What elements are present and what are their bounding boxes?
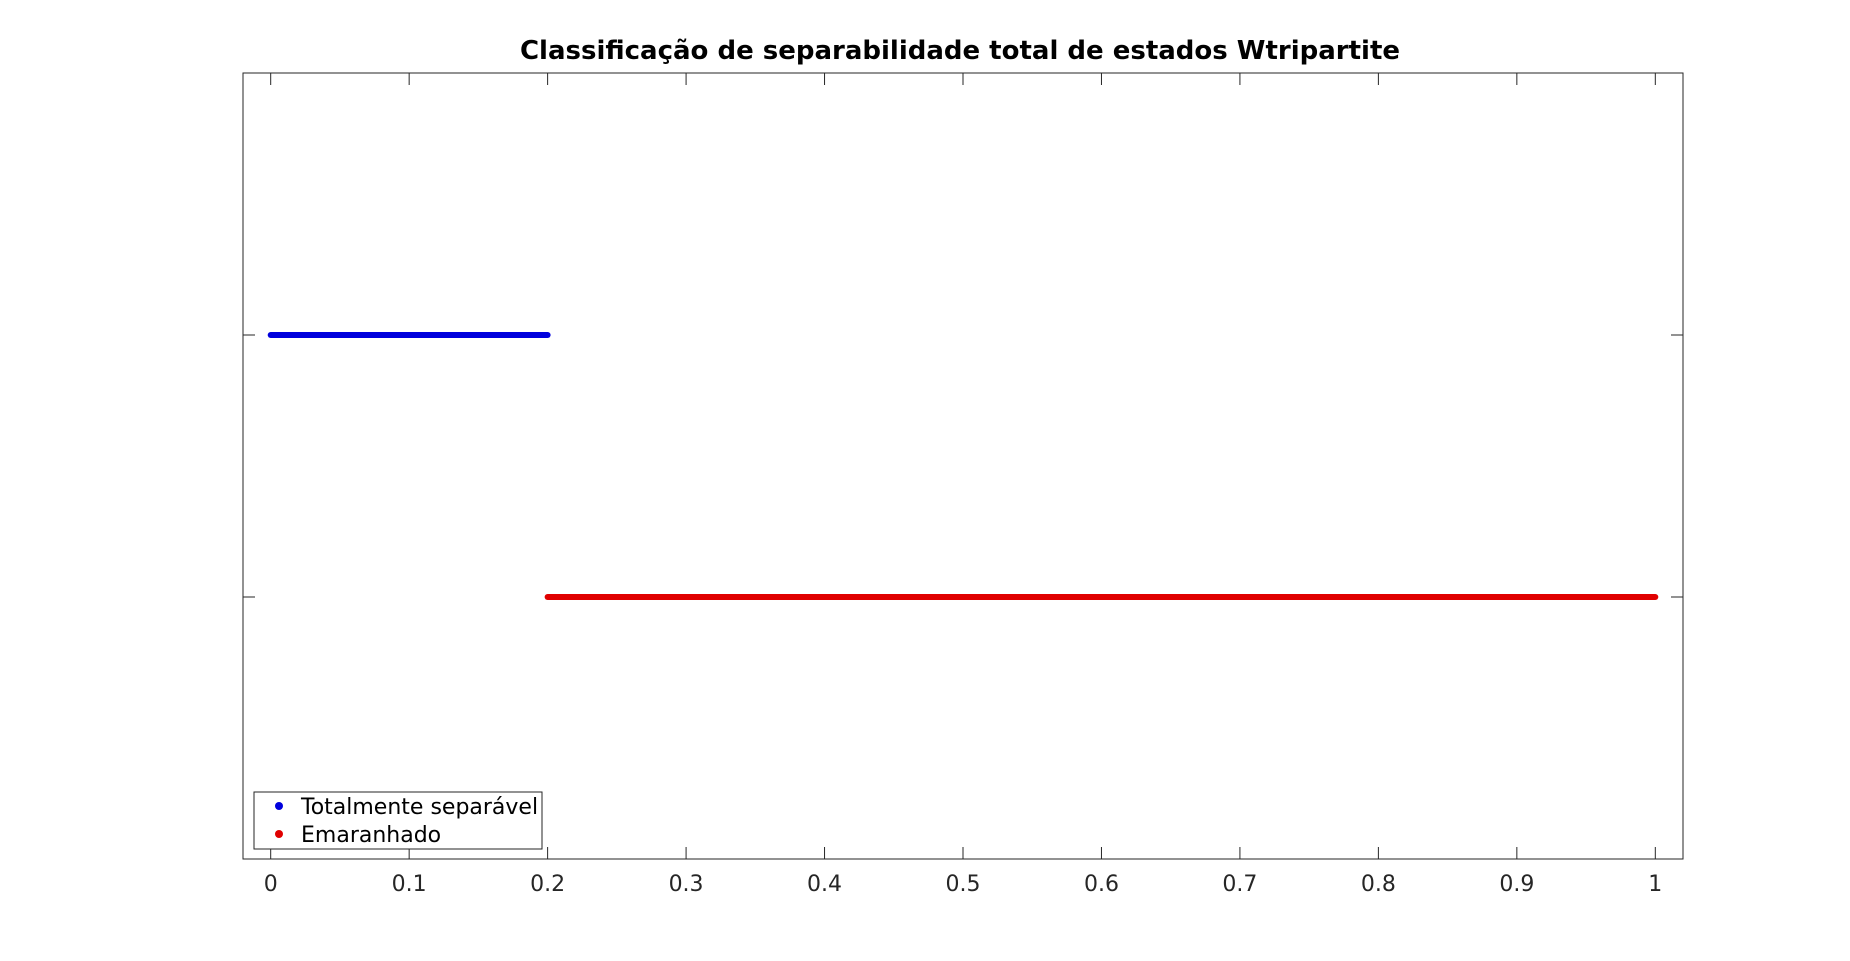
x-tick-label: 0.2 — [530, 872, 565, 897]
legend-box — [253, 791, 543, 850]
x-tick-label: 0.8 — [1361, 872, 1396, 897]
legend-marker-0 — [275, 802, 283, 810]
legend-marker-1 — [275, 830, 283, 838]
series-layer — [267, 332, 1659, 600]
legend-label-1: Emaranhado — [301, 823, 441, 848]
x-tick-label: 0.7 — [1222, 872, 1257, 897]
x-tick-label: 0.5 — [946, 872, 981, 897]
x-tick-label: 1 — [1648, 872, 1662, 897]
chart-title: Classificação de separabilidade total de… — [520, 36, 1400, 66]
legend: Totalmente separável Emaranhado — [253, 791, 543, 850]
x-tick-label: 0.6 — [1084, 872, 1119, 897]
x-tick-label: 0 — [264, 872, 278, 897]
x-axis: 0 0.1 0.2 0.3 0.4 0.5 0.6 0.7 0.8 0.9 1 — [264, 73, 1662, 897]
x-tick-label: 0.4 — [807, 872, 842, 897]
y-axis — [243, 334, 1683, 598]
x-tick-label: 0.9 — [1499, 872, 1534, 897]
plot-area — [242, 72, 1684, 860]
x-tick-label: 0.3 — [669, 872, 704, 897]
legend-label-0: Totalmente separável — [300, 795, 538, 820]
x-tick-label: 0.1 — [392, 872, 427, 897]
